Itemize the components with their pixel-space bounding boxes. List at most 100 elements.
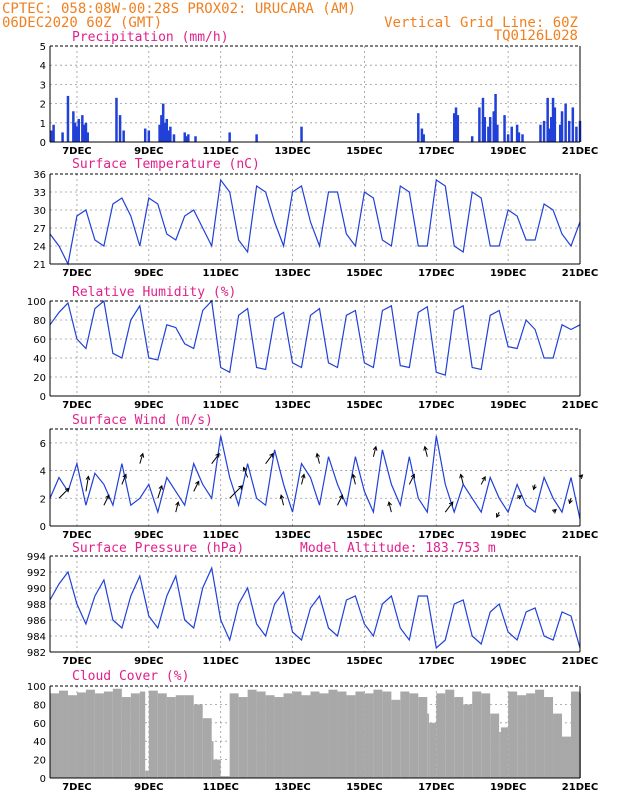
wind-arrow — [352, 474, 356, 485]
precipitation-bar — [542, 120, 546, 142]
wind-arrow-head — [459, 473, 464, 479]
cloud-cover-bar — [211, 741, 214, 778]
humidity-ytick-label: 100 — [27, 297, 46, 308]
humidity-xtick-label: 21DEC — [562, 400, 598, 411]
cloud-cover-bar — [382, 691, 392, 778]
cloud-cover-bar — [166, 697, 176, 778]
humidity-xtick-label: 7DEC — [62, 400, 91, 411]
precipitation-bar — [564, 103, 567, 142]
header-grid-note: Vertical Grid Line: 60Z — [384, 15, 578, 31]
cloud-cover-bar — [364, 693, 374, 778]
precipitation-bar — [506, 134, 510, 142]
cloud-cover-bar — [337, 691, 347, 778]
cloud-cover-xtick-label: 19DEC — [490, 782, 526, 793]
cloud-cover-bar — [130, 693, 140, 778]
precipitation-bar — [483, 117, 487, 142]
wind-arrow — [265, 453, 274, 464]
precipitation-ytick-label: 0 — [40, 138, 46, 149]
cloud-cover-bar — [274, 697, 284, 778]
precipitation-bar — [143, 128, 147, 142]
precipitation-bar — [172, 134, 176, 142]
cloud-cover-bar — [562, 736, 572, 778]
cloud-cover-bar — [517, 695, 527, 778]
precipitation-bar — [503, 115, 506, 142]
cloud-cover-bar — [283, 693, 293, 778]
precipitation-bar — [61, 132, 64, 142]
pressure-ytick-label: 986 — [27, 616, 46, 627]
cloud-cover-ytick-label: 80 — [33, 700, 46, 711]
header-station-line: CPTEC: 058:08W-00:28S PROX02: URUCARA (A… — [2, 1, 356, 17]
wind-xtick-label: 7DEC — [62, 530, 91, 541]
pressure-ytick-label: 984 — [27, 632, 46, 643]
temperature-xtick-label: 19DEC — [490, 268, 526, 279]
precipitation-ytick-label: 3 — [40, 80, 46, 91]
precipitation-ytick-label: 4 — [40, 61, 46, 72]
wind-arrow — [480, 476, 486, 485]
cloud-cover-bar — [499, 732, 501, 778]
precipitation-bar — [169, 126, 172, 142]
pressure-ytick-label: 982 — [27, 648, 46, 659]
wind-arrow — [316, 453, 320, 464]
precipitation-bar — [165, 118, 169, 142]
pressure-ytick-label: 994 — [27, 552, 46, 563]
precipitation-ytick-label: 1 — [40, 119, 46, 130]
wind-arrow — [139, 453, 144, 464]
cloud-cover-title: Cloud Cover (%) — [72, 669, 189, 684]
cloud-cover-bar — [157, 693, 167, 778]
pressure-panel: Surface Pressure (hPa) Model Altitude: 1… — [27, 541, 598, 667]
wind-arrow-head — [568, 499, 573, 505]
precipitation-bar — [546, 97, 549, 142]
cloud-cover-bar — [229, 693, 239, 778]
temperature-ytick-label: 24 — [33, 242, 46, 253]
cloud-cover-bar — [490, 713, 500, 778]
humidity-xtick-label: 17DEC — [418, 400, 454, 411]
precipitation-bar — [72, 111, 75, 142]
cloud-cover-bar — [409, 693, 419, 778]
cloud-cover-bar — [328, 689, 338, 778]
precipitation-bar — [571, 107, 575, 142]
temperature-xtick-label: 21DEC — [562, 268, 598, 279]
cloud-cover-xtick-label: 7DEC — [62, 782, 91, 793]
wind-arrow-head — [195, 480, 200, 486]
wind-arrow-head — [315, 452, 321, 458]
precipitation-bar — [521, 134, 524, 142]
precipitation-bar — [539, 124, 542, 142]
precipitation-bar — [194, 136, 197, 142]
precipitation-bar — [255, 134, 258, 142]
temperature-xtick-label: 9DEC — [134, 268, 163, 279]
precipitation-bar — [456, 115, 460, 142]
humidity-xtick-label: 13DEC — [274, 400, 310, 411]
model-altitude-annotation: Model Altitude: 183.753 m — [300, 541, 496, 556]
cloud-cover-bar — [67, 695, 77, 778]
wind-arrow-head — [85, 475, 91, 481]
pressure-series-line — [49, 565, 581, 650]
cloud-cover-bar — [121, 697, 131, 778]
wind-arrow — [388, 502, 392, 513]
wind-xtick-label: 13DEC — [274, 530, 310, 541]
cloud-cover-bar — [103, 691, 113, 778]
precipitation-bar — [81, 115, 84, 142]
precipitation-bar — [50, 130, 54, 142]
cloud-cover-ytick-label: 60 — [33, 719, 46, 730]
temperature-ytick-label: 36 — [33, 170, 46, 181]
precipitation-bar — [158, 124, 161, 142]
wind-arrow-head — [338, 494, 344, 500]
temperature-ytick-label: 27 — [33, 224, 46, 235]
wind-arrow-head — [238, 485, 243, 490]
precipitation-bar — [75, 126, 79, 142]
pressure-xtick-label: 15DEC — [346, 656, 382, 667]
wind-arrow-head — [496, 513, 501, 519]
wind-arrow — [460, 474, 464, 485]
precipitation-bar — [77, 118, 80, 142]
precipitation-ytick-label: 5 — [40, 42, 46, 53]
wind-arrow-head — [351, 473, 356, 479]
cloud-cover-bar — [500, 727, 509, 778]
wind-ytick-label: 6 — [40, 439, 46, 450]
precipitation-bar — [161, 103, 165, 142]
pressure-xtick-label: 17DEC — [418, 656, 454, 667]
wind-arrow-head — [372, 445, 378, 451]
cloud-cover-xtick-label: 15DEC — [346, 782, 382, 793]
pressure-xtick-label: 11DEC — [202, 656, 238, 667]
humidity-ytick-label: 0 — [40, 392, 46, 403]
